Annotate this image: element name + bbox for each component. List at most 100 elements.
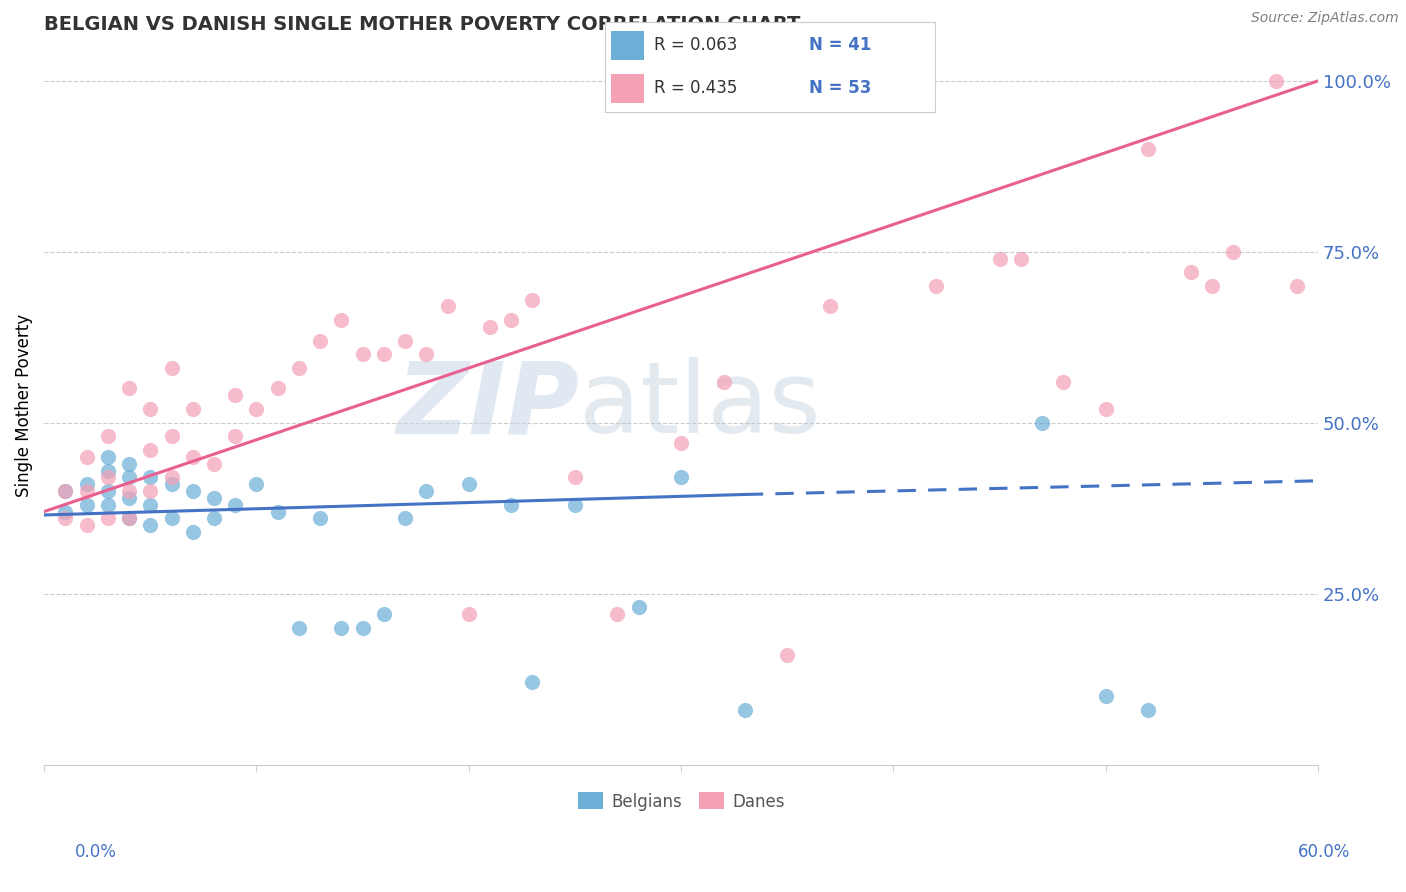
Point (1264, 74, 1286, 88)
Point (1010, 252, 1032, 266)
Point (564, 498, 586, 512)
Point (139, 470, 162, 484)
Point (925, 279, 948, 293)
Bar (612, 31, 644, 60)
Text: Source: ZipAtlas.com: Source: ZipAtlas.com (1251, 11, 1399, 25)
Point (394, 511, 416, 525)
Point (1094, 402, 1116, 417)
Text: 60.0%: 60.0% (1298, 843, 1351, 861)
Point (202, 511, 225, 525)
Point (97, 511, 120, 525)
Point (139, 443, 162, 458)
Point (245, 477, 267, 491)
Point (181, 484, 204, 499)
Point (522, 293, 544, 307)
Text: N = 53: N = 53 (810, 79, 872, 97)
Point (1052, 375, 1074, 389)
Point (1031, 416, 1053, 430)
Point (97, 429, 120, 443)
Bar (612, 74, 644, 103)
Point (160, 470, 183, 484)
Text: R = 0.435: R = 0.435 (654, 79, 738, 97)
Point (1201, 279, 1223, 293)
Point (76, 484, 98, 499)
Point (224, 498, 246, 512)
Point (76, 450, 98, 464)
Text: 0.0%: 0.0% (75, 843, 117, 861)
Point (97, 484, 120, 499)
Point (118, 382, 141, 396)
Point (1222, 244, 1244, 259)
Text: BELGIAN VS DANISH SINGLE MOTHER POVERTY CORRELATION CHART: BELGIAN VS DANISH SINGLE MOTHER POVERTY … (44, 15, 800, 34)
Point (1137, 703, 1160, 717)
Point (1094, 689, 1116, 703)
Point (776, 648, 799, 662)
Point (479, 320, 502, 334)
Point (415, 484, 437, 499)
Point (202, 457, 225, 471)
Point (160, 477, 183, 491)
Text: N = 41: N = 41 (810, 37, 872, 54)
Point (309, 334, 332, 348)
Point (606, 607, 628, 621)
Point (118, 457, 141, 471)
Point (97, 450, 120, 464)
Point (97, 498, 120, 512)
Point (373, 347, 395, 361)
Point (118, 511, 141, 525)
Point (224, 388, 246, 402)
Point (1137, 142, 1160, 156)
Point (118, 491, 141, 505)
Text: ZIP: ZIP (396, 357, 579, 454)
Point (988, 252, 1011, 266)
Point (266, 504, 288, 518)
Point (309, 511, 332, 525)
Point (734, 703, 756, 717)
Point (352, 621, 374, 635)
Point (118, 511, 141, 525)
Point (818, 300, 841, 314)
Point (415, 347, 437, 361)
Point (330, 621, 353, 635)
Point (1180, 265, 1202, 279)
Point (181, 450, 204, 464)
Point (118, 484, 141, 499)
Point (501, 313, 523, 327)
Point (669, 436, 692, 450)
Point (288, 361, 311, 376)
Point (76, 498, 98, 512)
Text: R = 0.063: R = 0.063 (654, 37, 738, 54)
Text: atlas: atlas (579, 357, 821, 454)
Point (522, 675, 544, 690)
Point (97, 464, 120, 478)
Point (627, 600, 650, 615)
Point (394, 334, 416, 348)
Point (160, 511, 183, 525)
Point (139, 518, 162, 533)
Point (53, 511, 76, 525)
Point (224, 429, 246, 443)
Point (564, 470, 586, 484)
Point (181, 524, 204, 539)
Point (457, 477, 479, 491)
Point (373, 607, 395, 621)
Point (245, 402, 267, 417)
Point (288, 621, 311, 635)
Point (97, 470, 120, 484)
Point (669, 470, 692, 484)
Point (53, 484, 76, 499)
Point (139, 484, 162, 499)
Point (202, 491, 225, 505)
Point (160, 361, 183, 376)
Point (76, 477, 98, 491)
Point (118, 470, 141, 484)
Point (457, 607, 479, 621)
Point (181, 402, 204, 417)
Point (139, 402, 162, 417)
Y-axis label: Single Mother Poverty: Single Mother Poverty (15, 314, 32, 497)
Point (501, 498, 523, 512)
Point (1285, 279, 1308, 293)
Point (330, 313, 353, 327)
Point (436, 300, 458, 314)
Point (713, 375, 735, 389)
